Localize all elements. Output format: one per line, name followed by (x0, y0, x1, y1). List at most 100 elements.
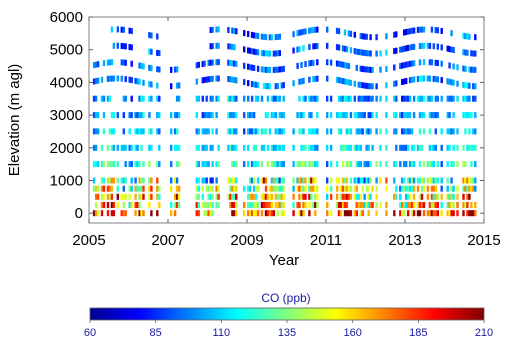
heatmap-cell (365, 144, 368, 151)
heatmap-cell (304, 202, 307, 208)
heatmap-cell (420, 75, 424, 82)
heatmap-cell (341, 161, 345, 168)
heatmap-cell (335, 60, 339, 67)
x-tick-label: 2015 (467, 232, 500, 249)
heatmap-cell (250, 210, 254, 217)
heatmap-cell (156, 95, 159, 102)
heatmap-cell (207, 161, 210, 168)
heatmap-cell (92, 112, 96, 119)
heatmap-cell (100, 76, 104, 83)
heatmap-cell (276, 161, 279, 168)
heatmap-cell (353, 193, 356, 200)
heatmap-cell (405, 45, 408, 52)
heatmap-cell (124, 193, 127, 200)
heatmap-cell (209, 112, 212, 119)
heatmap-cell (335, 177, 339, 184)
heatmap-cell (205, 177, 208, 184)
heatmap-cell (302, 210, 305, 217)
heatmap-cell (231, 161, 234, 168)
heatmap-cell (436, 95, 439, 102)
heatmap-cell (326, 42, 329, 49)
heatmap-cell (130, 144, 133, 151)
heatmap-cell (201, 61, 204, 67)
heatmap-cell (203, 161, 206, 168)
heatmap-cell (274, 83, 277, 90)
heatmap-cell (268, 202, 272, 208)
heatmap-cell (156, 210, 159, 217)
heatmap-cell (116, 177, 119, 184)
heatmap-cell (233, 60, 236, 67)
heatmap-cell (142, 161, 145, 168)
heatmap-cell (262, 50, 266, 57)
heatmap-cell (231, 202, 234, 208)
heatmap-cell (280, 185, 283, 192)
heatmap-cell (130, 60, 133, 67)
heatmap-cell (156, 161, 159, 168)
heatmap-cell (474, 112, 477, 119)
heatmap-cell (252, 202, 256, 208)
heatmap-cell (401, 95, 404, 102)
heatmap-cell (367, 202, 370, 208)
heatmap-cell (314, 95, 317, 102)
heatmap-cell (252, 193, 256, 200)
heatmap-cell (247, 31, 250, 37)
heatmap-cell (231, 95, 234, 102)
heatmap-cell (468, 193, 471, 200)
heatmap-cell (231, 76, 234, 83)
heatmap-cell (452, 128, 455, 135)
heatmap-cell (316, 161, 319, 168)
heatmap-cell (367, 83, 370, 90)
heatmap-cell (108, 185, 112, 192)
heatmap-cell (124, 177, 127, 184)
heatmap-cell (266, 161, 270, 168)
heatmap-cell (403, 29, 406, 36)
heatmap-cell (298, 177, 301, 184)
y-axis: 0 1000 2000 3000 4000 5000 6000 (50, 9, 484, 222)
heatmap-cell (140, 63, 143, 69)
heatmap-cell (385, 177, 388, 184)
heatmap-cell (308, 144, 311, 151)
heatmap-cell (150, 32, 153, 39)
heatmap-cell (339, 193, 343, 200)
heatmap-cell (175, 161, 179, 168)
heatmap-cell (110, 75, 114, 82)
heatmap-cell (215, 193, 218, 200)
heatmap-cell (209, 210, 212, 217)
heatmap-cell (470, 66, 473, 73)
heatmap-cell (229, 202, 232, 208)
heatmap-cell (280, 82, 283, 89)
heatmap-cell (446, 45, 449, 52)
heatmap-cell (177, 185, 181, 192)
heatmap-cell (462, 81, 465, 88)
heatmap-cell (130, 161, 133, 168)
heatmap-cell (140, 210, 143, 217)
heatmap-cell (116, 112, 119, 119)
heatmap-cell (310, 177, 313, 184)
heatmap-cell (314, 161, 317, 168)
heatmap-cell (393, 177, 396, 184)
heatmap-cell (211, 202, 214, 208)
heatmap-cell (452, 112, 455, 119)
heatmap-cell (408, 161, 412, 168)
heatmap-cell (292, 193, 295, 200)
heatmap-cell (326, 59, 329, 66)
heatmap-cell (282, 95, 285, 102)
heatmap-cell (274, 177, 277, 184)
heatmap-cell (341, 78, 345, 85)
heatmap-cell (270, 177, 274, 184)
heatmap-cell (416, 185, 420, 192)
heatmap-cell (252, 161, 256, 168)
heatmap-cell (272, 112, 276, 119)
heatmap-cell (302, 112, 305, 119)
heatmap-cell (308, 27, 311, 34)
heatmap-cell (403, 161, 406, 168)
heatmap-cell (464, 161, 467, 168)
heatmap-cell (403, 177, 406, 184)
heatmap-cell (426, 95, 430, 102)
heatmap-cell (371, 112, 374, 119)
heatmap-cell (353, 48, 356, 55)
heatmap-cell (329, 177, 333, 184)
heatmap-cell (416, 202, 420, 208)
heatmap-cell (363, 82, 366, 89)
heatmap-cell (416, 26, 420, 33)
